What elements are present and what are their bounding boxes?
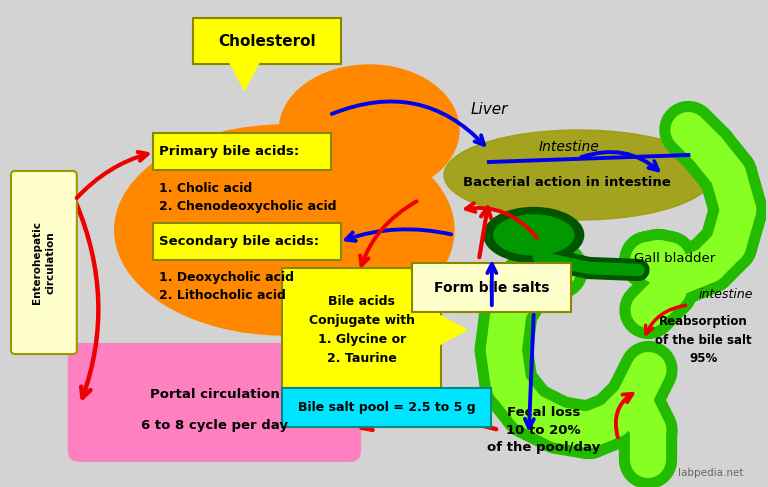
Ellipse shape <box>494 215 574 255</box>
Ellipse shape <box>484 207 584 262</box>
Text: intestine: intestine <box>698 288 753 301</box>
Text: 6 to 8 cycle per day: 6 to 8 cycle per day <box>141 418 288 431</box>
FancyBboxPatch shape <box>153 223 341 260</box>
Text: Enterohepatic
circulation: Enterohepatic circulation <box>32 222 56 304</box>
Text: Secondary bile acids:: Secondary bile acids: <box>159 236 319 248</box>
Text: 1. Cholic acid
2. Chenodeoxycholic acid: 1. Cholic acid 2. Chenodeoxycholic acid <box>159 182 336 213</box>
Ellipse shape <box>444 130 713 220</box>
Text: Reabsorption
of the bile salt
95%: Reabsorption of the bile salt 95% <box>655 316 752 364</box>
Ellipse shape <box>280 65 459 195</box>
Text: Liver: Liver <box>470 102 508 117</box>
Text: Bacterial action in intestine: Bacterial action in intestine <box>463 176 670 189</box>
Text: Portal circulation: Portal circulation <box>150 389 280 401</box>
FancyBboxPatch shape <box>68 343 361 462</box>
FancyBboxPatch shape <box>283 388 491 427</box>
Ellipse shape <box>114 125 454 335</box>
Polygon shape <box>439 315 467 345</box>
Text: Form bile salts: Form bile salts <box>434 281 549 295</box>
Text: Bile acids
Conjugate with
1. Glycine or
2. Taurine: Bile acids Conjugate with 1. Glycine or … <box>309 295 415 365</box>
Text: Cholesterol: Cholesterol <box>218 34 316 49</box>
FancyBboxPatch shape <box>412 263 571 312</box>
FancyBboxPatch shape <box>283 268 441 392</box>
Text: Bile salt pool = 2.5 to 5 g: Bile salt pool = 2.5 to 5 g <box>298 400 475 413</box>
Text: Primary bile acids:: Primary bile acids: <box>159 146 299 158</box>
Polygon shape <box>230 62 260 90</box>
FancyBboxPatch shape <box>11 171 77 354</box>
Text: Gall bladder: Gall bladder <box>634 251 715 264</box>
FancyBboxPatch shape <box>153 133 331 170</box>
Text: Intestine: Intestine <box>538 140 599 154</box>
Text: Fecal loss
10 to 20%
of the pool/day: Fecal loss 10 to 20% of the pool/day <box>487 406 601 454</box>
Text: labpedia.net: labpedia.net <box>677 468 743 478</box>
Text: 1. Deoxycholic acid
2. Lithocholic acid: 1. Deoxycholic acid 2. Lithocholic acid <box>159 271 293 302</box>
FancyBboxPatch shape <box>193 18 341 64</box>
